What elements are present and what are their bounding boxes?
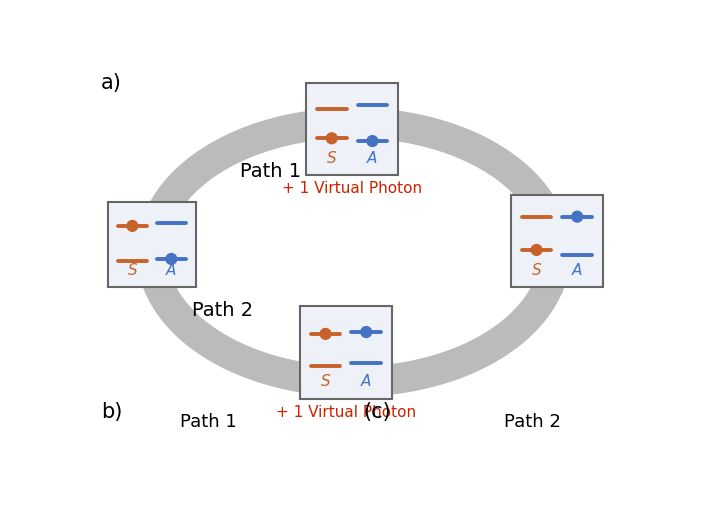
Text: a): a) bbox=[101, 73, 122, 93]
Circle shape bbox=[572, 211, 582, 222]
Text: S: S bbox=[532, 263, 541, 278]
FancyBboxPatch shape bbox=[306, 83, 398, 175]
Text: b): b) bbox=[101, 402, 122, 422]
Text: A: A bbox=[361, 374, 372, 390]
FancyBboxPatch shape bbox=[107, 202, 196, 287]
Circle shape bbox=[320, 329, 331, 339]
Text: A: A bbox=[166, 263, 176, 278]
Circle shape bbox=[531, 244, 542, 255]
Circle shape bbox=[367, 136, 378, 146]
Text: Path 1: Path 1 bbox=[180, 413, 237, 431]
Circle shape bbox=[166, 253, 176, 264]
Text: S: S bbox=[327, 151, 336, 166]
FancyBboxPatch shape bbox=[300, 306, 392, 399]
Text: S: S bbox=[127, 263, 138, 278]
Text: (c): (c) bbox=[363, 402, 390, 422]
Text: S: S bbox=[320, 374, 330, 390]
Text: Path 1: Path 1 bbox=[240, 162, 301, 181]
FancyBboxPatch shape bbox=[510, 195, 603, 287]
Circle shape bbox=[361, 326, 372, 338]
Text: + 1 Virtual Photon: + 1 Virtual Photon bbox=[282, 181, 422, 197]
Text: + 1 Virtual Photon: + 1 Virtual Photon bbox=[276, 405, 416, 420]
Text: Path 2: Path 2 bbox=[504, 413, 561, 431]
Text: Path 2: Path 2 bbox=[192, 301, 253, 320]
Circle shape bbox=[326, 133, 337, 144]
Text: A: A bbox=[367, 151, 377, 166]
Circle shape bbox=[127, 220, 138, 231]
Text: A: A bbox=[572, 263, 582, 278]
